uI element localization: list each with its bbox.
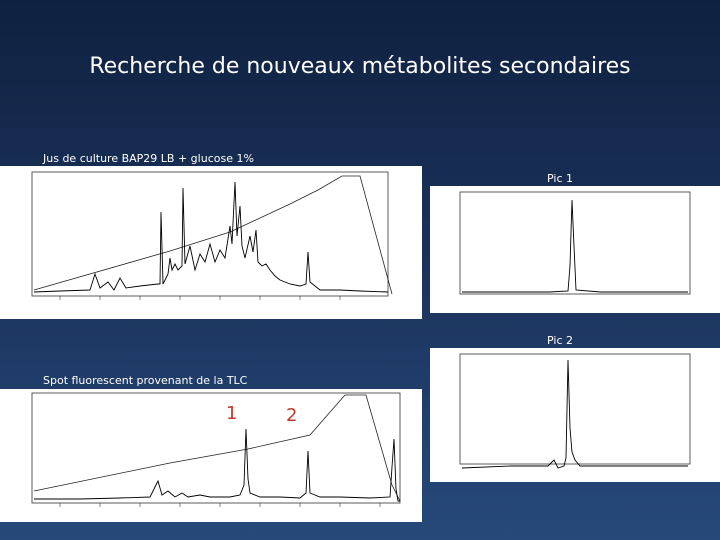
chromatogram-1-panel xyxy=(0,166,422,319)
pic1-panel xyxy=(430,186,720,313)
slide-title: Recherche de nouveaux métabolites second… xyxy=(89,54,631,79)
chromatogram-2-x-ticks xyxy=(59,503,381,507)
chromatogram-trace xyxy=(34,428,400,502)
plot-frame xyxy=(459,191,691,295)
chromatogram-trace xyxy=(33,181,389,293)
chromatogram-1-plot xyxy=(31,171,393,300)
chart2-caption: Spot fluorescent provenant de la TLC xyxy=(43,374,248,387)
pic1-trace xyxy=(462,199,688,293)
pic2-caption: Pic 2 xyxy=(547,334,573,347)
plot-frame xyxy=(31,171,389,297)
gradient-line xyxy=(33,175,393,295)
gradient-line xyxy=(33,394,401,502)
pic2-panel xyxy=(430,348,720,482)
peak-label-1: 1 xyxy=(226,403,237,424)
pic2-plot xyxy=(459,353,691,469)
chart1-caption: Jus de culture BAP29 LB + glucose 1% xyxy=(43,152,254,165)
chromatogram-2-panel: 1 2 xyxy=(0,389,422,522)
pic2-trace xyxy=(461,359,688,469)
chromatogram-2-plot: 1 2 xyxy=(31,392,401,507)
plot-frame xyxy=(459,353,691,465)
pic1-plot xyxy=(459,191,691,295)
peak-label-2: 2 xyxy=(286,405,297,426)
chromatogram-1-x-ticks xyxy=(59,296,341,300)
pic1-caption: Pic 1 xyxy=(547,172,573,185)
plot-frame xyxy=(31,392,401,504)
